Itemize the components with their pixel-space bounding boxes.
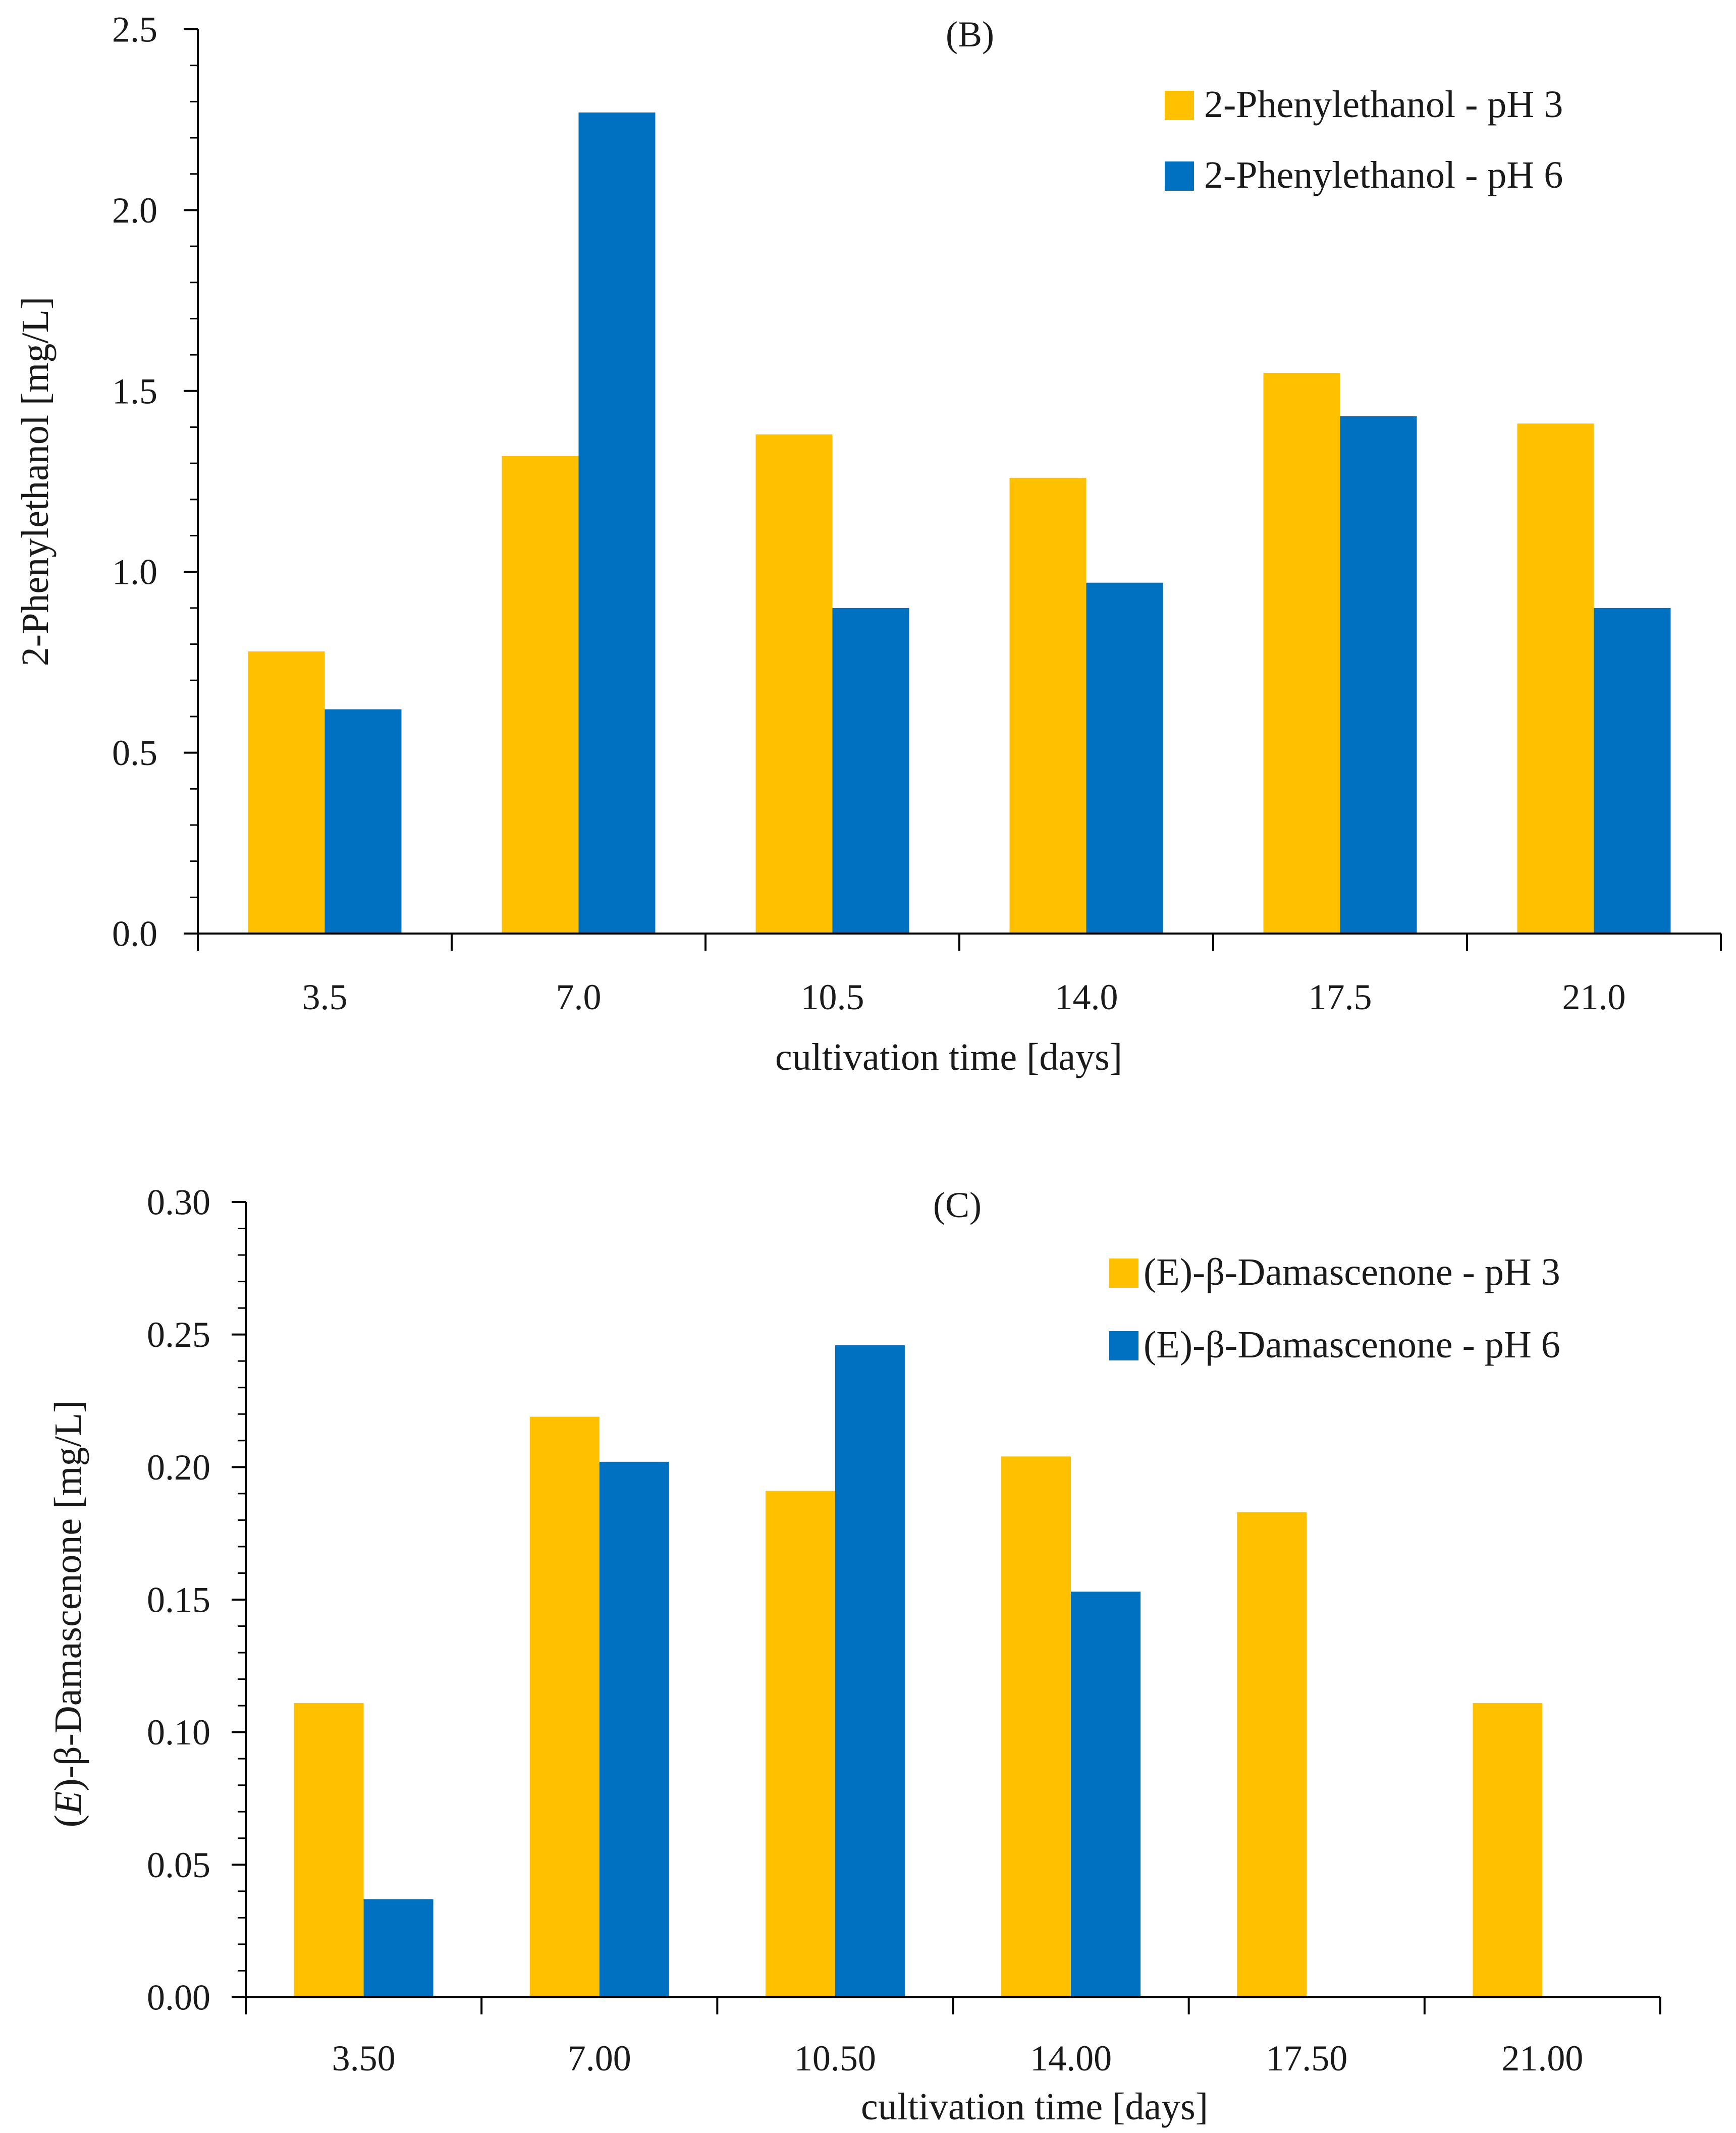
chart-c-y-axis-label: (E)-β-Damascenone [mg/L] (47, 1400, 89, 1828)
chart-c-bar-ph6-14.00 (1071, 1592, 1141, 1997)
chart-b-x-tick-label: 7.0 (556, 977, 602, 1017)
chart-b-bar-ph3-21.0 (1517, 423, 1594, 934)
chart-c-x-tick-label: 17.50 (1266, 2038, 1347, 2079)
chart-c-bar-ph6-7.00 (599, 1461, 669, 1997)
chart-c-bar-ph6-3.50 (363, 1899, 433, 1997)
chart-c-title: (C) (933, 1185, 982, 1225)
chart-b-y-tick-label: 2.5 (112, 9, 157, 49)
chart-b-bar-ph6-21.0 (1594, 608, 1671, 934)
chart-b-x-axis-label: cultivation time [days] (775, 1036, 1122, 1078)
chart-b-bar-ph6-10.5 (832, 608, 909, 934)
chart-c-y-tick-label: 0.00 (147, 1977, 210, 2017)
chart-c-y-tick-label: 0.15 (147, 1579, 210, 1620)
chart-c-bar-ph3-21.00 (1473, 1703, 1543, 1997)
chart-c-x-tick-label: 14.00 (1030, 2038, 1112, 2079)
chart-c-bar-ph3-17.50 (1237, 1512, 1307, 1997)
chart-c: (C) 0.00 0.05 0.10 0.15 0.20 0.25 0.30 3.50 7.0… (47, 1182, 1661, 2128)
chart-b-y-tick-label: 0.5 (112, 733, 157, 773)
chart-b-legend: 2-Phenylethanol - pH 3 2-Phenylethanol -… (1165, 83, 1563, 196)
chart-b-bar-ph3-17.5 (1263, 372, 1340, 934)
chart-b-x-tick-label: 10.5 (801, 977, 864, 1017)
chart-b-title: (B) (946, 14, 994, 54)
chart-b: (B) 0.0 0.5 1.0 1.5 2.0 2.5 3.5 7.0 10.5 14.0 17.… (14, 9, 1722, 1078)
chart-b-bar-ph6-14.0 (1086, 582, 1163, 934)
chart-b-x-tick-label: 14.0 (1055, 977, 1118, 1017)
chart-c-x-tick-label: 3.50 (332, 2038, 396, 2079)
chart-c-legend-swatch-ph3 (1109, 1259, 1138, 1288)
chart-b-bar-ph3-14.0 (1009, 477, 1087, 934)
chart-b-y-axis-label: 2-Phenylethanol [mg/L] (14, 297, 57, 666)
chart-c-x-tick-label: 21.00 (1501, 2038, 1583, 2079)
chart-c-y-tick-label: 0.05 (147, 1845, 210, 1885)
chart-b-y-tick-label: 2.0 (112, 190, 157, 231)
chart-b-bar-ph3-7.0 (502, 456, 579, 934)
chart-b-bar-ph3-3.5 (248, 651, 325, 934)
chart-c-bar-ph3-10.50 (765, 1491, 835, 1997)
chart-c-x-tick-label: 10.50 (794, 2038, 876, 2079)
chart-b-legend-label-ph3: 2-Phenylethanol - pH 3 (1204, 83, 1563, 126)
chart-c-legend: (E)-β-Damascenone - pH 3 (E)-β-Damasceno… (1109, 1251, 1560, 1366)
chart-c-legend-swatch-ph6 (1109, 1331, 1138, 1360)
chart-c-y-tick-label: 0.10 (147, 1712, 210, 1753)
chart-b-x-tick-label: 3.5 (302, 977, 348, 1017)
chart-b-legend-swatch-ph3 (1165, 91, 1194, 120)
chart-c-bar-ph3-14.00 (1001, 1456, 1071, 1997)
chart-c-bar-ph3-7.00 (529, 1416, 600, 1997)
chart-b-y-tick-label: 0.0 (112, 913, 157, 954)
chart-b-legend-label-ph6: 2-Phenylethanol - pH 6 (1204, 154, 1563, 196)
chart-b-x-tick-label: 17.5 (1309, 977, 1372, 1017)
chart-c-x-axis-label: cultivation time [days] (861, 2086, 1208, 2128)
chart-c-bar-ph3-3.50 (294, 1703, 364, 1997)
chart-b-x-tick-label: 21.0 (1562, 977, 1626, 1017)
chart-b-y-tick-label: 1.5 (112, 371, 157, 411)
chart-c-x-tick-label: 7.00 (568, 2038, 631, 2079)
chart-c-y-tick-label: 0.25 (147, 1315, 210, 1355)
chart-c-bar-ph6-10.50 (835, 1345, 905, 1997)
chart-b-bar-ph6-7.0 (578, 112, 656, 934)
chart-b-y-tick-label: 1.0 (112, 552, 157, 592)
chart-c-y-tick-label: 0.20 (147, 1447, 210, 1488)
chart-c-y-tick-label: 0.30 (147, 1182, 210, 1222)
chart-b-bar-ph3-10.5 (755, 434, 833, 934)
chart-b-bar-ph6-17.5 (1340, 416, 1417, 934)
chart-c-legend-label-ph6: (E)-β-Damascenone - pH 6 (1144, 1324, 1560, 1366)
chart-c-legend-label-ph3: (E)-β-Damascenone - pH 3 (1144, 1251, 1560, 1293)
chart-b-bar-ph6-3.5 (324, 709, 402, 934)
chart-b-legend-swatch-ph6 (1165, 161, 1194, 191)
